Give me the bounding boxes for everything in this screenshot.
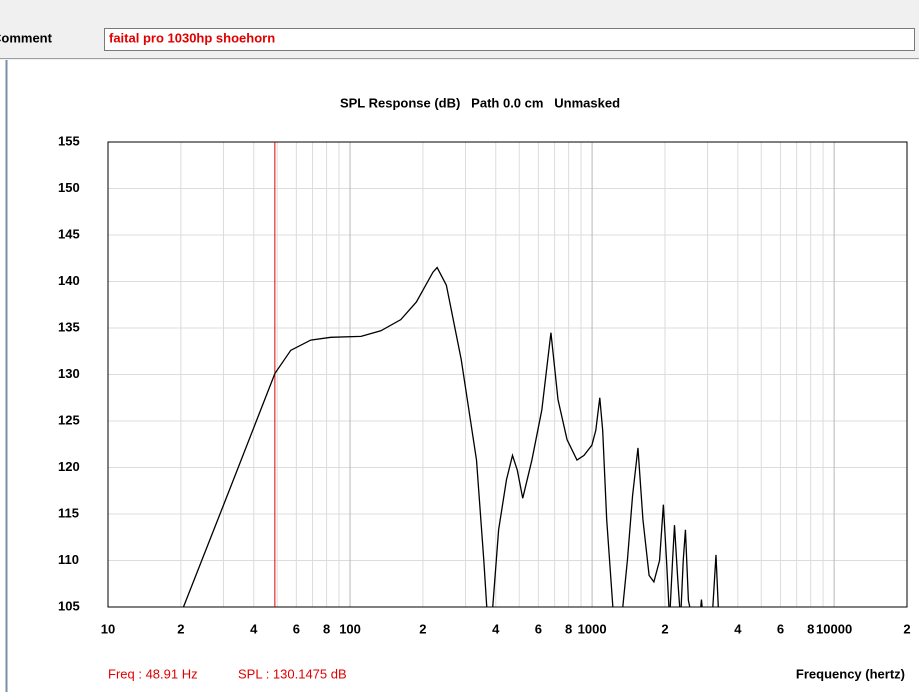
x-tick-label: 4 [492,621,500,636]
cursor-freq: Freq : 48.91 Hz [108,666,198,681]
y-tick-label: 155 [58,133,80,148]
y-tick-label: 105 [58,598,80,613]
x-tick-label: 8 [323,621,330,636]
x-tick-label: 10 [101,621,115,636]
y-tick-label: 120 [58,459,80,474]
comment-label: Comment [0,30,53,45]
x-tick-label: 6 [777,621,784,636]
y-tick-label: 110 [58,552,79,567]
y-tick-label: 115 [58,505,79,520]
y-tick-label: 145 [58,226,80,241]
x-tick-label: 4 [734,621,742,636]
x-tick-label: 6 [293,621,300,636]
comment-value: faital pro 1030hp shoehorn [109,30,275,45]
x-tick-label: 6 [535,621,542,636]
x-tick-label: 8 [565,621,572,636]
y-tick-label: 150 [58,180,80,195]
y-tick-label: 140 [58,273,80,288]
x-tick-label: 2 [419,621,426,636]
x-tick-label: 100 [339,621,361,636]
y-tick-label: 130 [58,366,80,381]
chart-title: SPL Response (dB) Path 0.0 cm Unmasked [340,95,620,110]
x-tick-label: 10000 [816,621,852,636]
x-tick-label: 2 [177,621,184,636]
x-axis-label: Frequency (hertz) [796,666,905,681]
x-tick-label: 8 [807,621,814,636]
x-tick-label: 4 [250,621,258,636]
cursor-spl: SPL : 130.1475 dB [238,666,347,681]
y-tick-label: 125 [58,412,80,427]
x-tick-label: 2 [661,621,668,636]
y-tick-label: 135 [58,319,80,334]
x-tick-label: 1000 [578,621,607,636]
x-tick-label: 2 [903,621,910,636]
